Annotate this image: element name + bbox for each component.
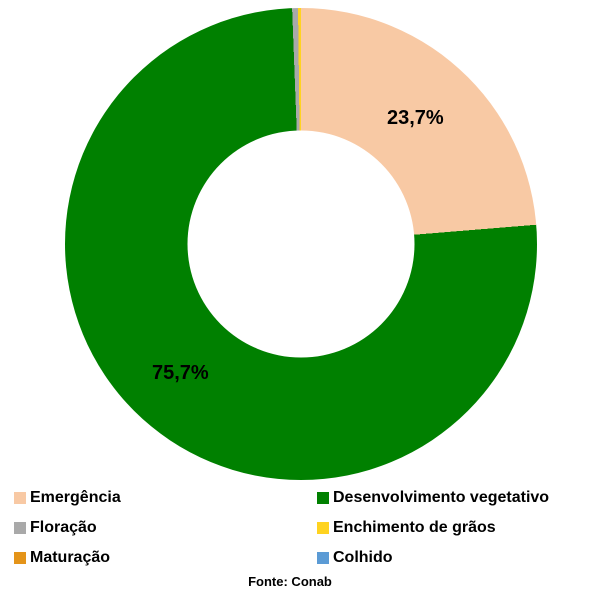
legend-item-maturacao: Maturação xyxy=(14,543,317,573)
legend-label-enchimento-de-graos: Enchimento de grãos xyxy=(333,519,496,536)
legend-swatch-floracao xyxy=(14,522,26,534)
legend-swatch-emergencia xyxy=(14,492,26,504)
donut-hole xyxy=(187,130,415,358)
legend-item-desenvolvimento-vegetativo: Desenvolvimento vegetativo xyxy=(317,483,592,513)
legend-item-enchimento-de-graos: Enchimento de grãos xyxy=(317,513,592,543)
legend-label-floracao: Floração xyxy=(30,519,97,536)
legend: Emergência Desenvolvimento vegetativo Fl… xyxy=(14,483,592,573)
legend-label-emergencia: Emergência xyxy=(30,489,121,506)
donut-ring xyxy=(65,8,537,480)
legend-swatch-colhido xyxy=(317,552,329,564)
legend-item-colhido: Colhido xyxy=(317,543,592,573)
legend-item-emergencia: Emergência xyxy=(14,483,317,513)
data-label-emergencia: 23,7% xyxy=(387,107,444,129)
legend-label-maturacao: Maturação xyxy=(30,549,111,566)
legend-label-colhido: Colhido xyxy=(333,549,393,566)
legend-item-floracao: Floração xyxy=(14,513,317,543)
source-caption: Fonte: Conab xyxy=(248,574,332,589)
legend-swatch-maturacao xyxy=(14,552,26,564)
data-label-desenvolvimento-vegetativo: 75,7% xyxy=(152,362,209,384)
legend-label-desenvolvimento-vegetativo: Desenvolvimento vegetativo xyxy=(333,489,550,506)
legend-swatch-enchimento-de-graos xyxy=(317,522,329,534)
legend-swatch-desenvolvimento-vegetativo xyxy=(317,492,329,504)
